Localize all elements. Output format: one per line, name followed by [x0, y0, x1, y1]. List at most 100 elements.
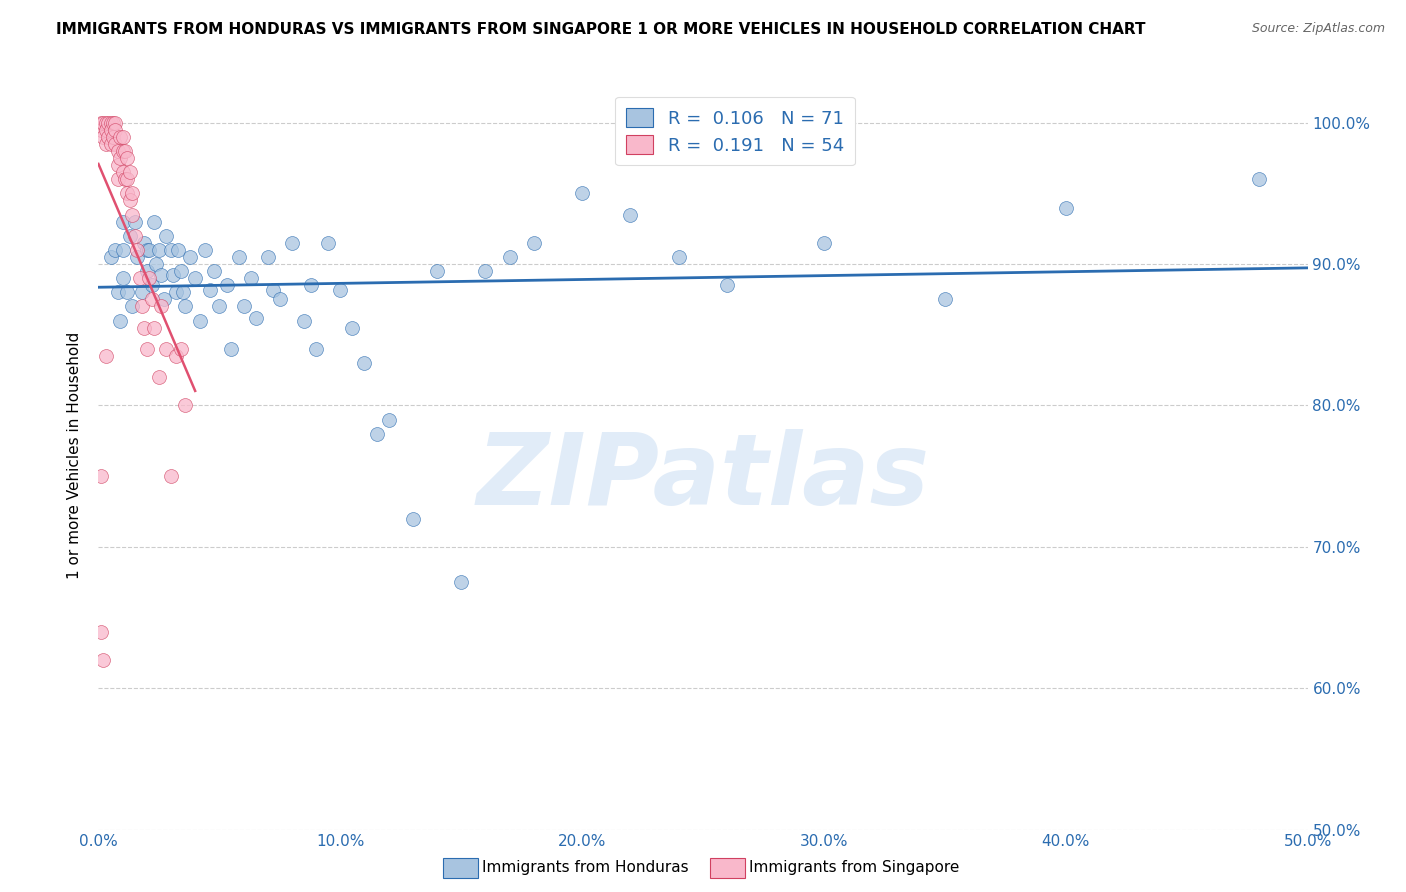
Point — [117, 285, 139, 300]
Point — [148, 243, 170, 257]
Point — [141, 293, 163, 307]
Point — [571, 186, 593, 201]
Point — [342, 320, 364, 334]
Point — [135, 243, 157, 257]
Point — [215, 278, 238, 293]
Text: Immigrants from Honduras: Immigrants from Honduras — [482, 861, 689, 875]
Point — [353, 356, 375, 370]
Point — [91, 129, 114, 144]
Point — [619, 208, 641, 222]
Point — [121, 186, 143, 201]
Point — [117, 172, 139, 186]
Y-axis label: 1 or more Vehicles in Household: 1 or more Vehicles in Household — [67, 331, 83, 579]
Point — [148, 370, 170, 384]
Point — [269, 293, 291, 307]
Point — [813, 235, 835, 250]
Text: Immigrants from Singapore: Immigrants from Singapore — [749, 861, 960, 875]
Point — [104, 136, 127, 151]
Point — [94, 136, 117, 151]
Point — [107, 285, 129, 300]
Point — [124, 214, 146, 228]
Point — [94, 116, 117, 130]
Point — [107, 158, 129, 172]
Point — [174, 399, 197, 413]
Point — [204, 264, 226, 278]
Point — [127, 243, 149, 257]
Point — [90, 624, 112, 639]
Point — [198, 283, 221, 297]
Point — [174, 300, 197, 314]
Point — [281, 235, 304, 250]
Point — [239, 271, 262, 285]
Point — [127, 250, 149, 264]
Point — [155, 228, 177, 243]
Point — [162, 268, 184, 283]
Point — [111, 243, 134, 257]
Point — [152, 293, 174, 307]
Point — [90, 469, 112, 483]
Point — [377, 412, 399, 426]
Point — [221, 342, 243, 356]
Point — [108, 151, 131, 165]
Point — [150, 300, 173, 314]
Point — [100, 250, 122, 264]
Point — [179, 250, 201, 264]
Point — [329, 283, 352, 297]
Point — [111, 144, 134, 158]
Point — [104, 116, 127, 130]
Point — [169, 342, 191, 356]
Point — [208, 300, 231, 314]
Point — [188, 313, 211, 327]
Point — [124, 228, 146, 243]
Point — [934, 293, 956, 307]
Point — [108, 129, 131, 144]
Point — [366, 426, 388, 441]
Point — [165, 285, 187, 300]
Point — [121, 300, 143, 314]
Point — [135, 342, 157, 356]
Point — [172, 285, 194, 300]
Point — [167, 243, 190, 257]
Point — [118, 165, 141, 179]
Point — [402, 511, 425, 525]
Point — [305, 342, 328, 356]
Point — [107, 144, 129, 158]
Point — [299, 278, 322, 293]
Point — [111, 165, 134, 179]
Legend: R =  0.106   N = 71, R =  0.191   N = 54: R = 0.106 N = 71, R = 0.191 N = 54 — [616, 97, 855, 166]
Text: ZIPatlas: ZIPatlas — [477, 429, 929, 526]
Point — [128, 271, 150, 285]
Point — [426, 264, 449, 278]
Point — [111, 271, 134, 285]
Point — [101, 129, 124, 144]
Point — [118, 228, 141, 243]
Point — [256, 250, 278, 264]
Point — [150, 268, 173, 283]
Point — [100, 136, 122, 151]
Point — [97, 116, 120, 130]
Point — [138, 271, 160, 285]
Text: IMMIGRANTS FROM HONDURAS VS IMMIGRANTS FROM SINGAPORE 1 OR MORE VEHICLES IN HOUS: IMMIGRANTS FROM HONDURAS VS IMMIGRANTS F… — [56, 22, 1146, 37]
Point — [292, 313, 315, 327]
Point — [111, 214, 134, 228]
Point — [138, 243, 160, 257]
Point — [668, 250, 690, 264]
Point — [232, 300, 254, 314]
Point — [169, 264, 191, 278]
Point — [104, 243, 127, 257]
Point — [118, 194, 141, 208]
Point — [194, 243, 217, 257]
Point — [108, 313, 131, 327]
Point — [716, 278, 738, 293]
Point — [228, 250, 250, 264]
Point — [104, 122, 127, 136]
Point — [121, 208, 143, 222]
Point — [107, 172, 129, 186]
Point — [101, 116, 124, 130]
Point — [131, 300, 153, 314]
Point — [1249, 172, 1271, 186]
Text: Source: ZipAtlas.com: Source: ZipAtlas.com — [1251, 22, 1385, 36]
Point — [111, 129, 134, 144]
Point — [91, 116, 114, 130]
Point — [184, 271, 207, 285]
